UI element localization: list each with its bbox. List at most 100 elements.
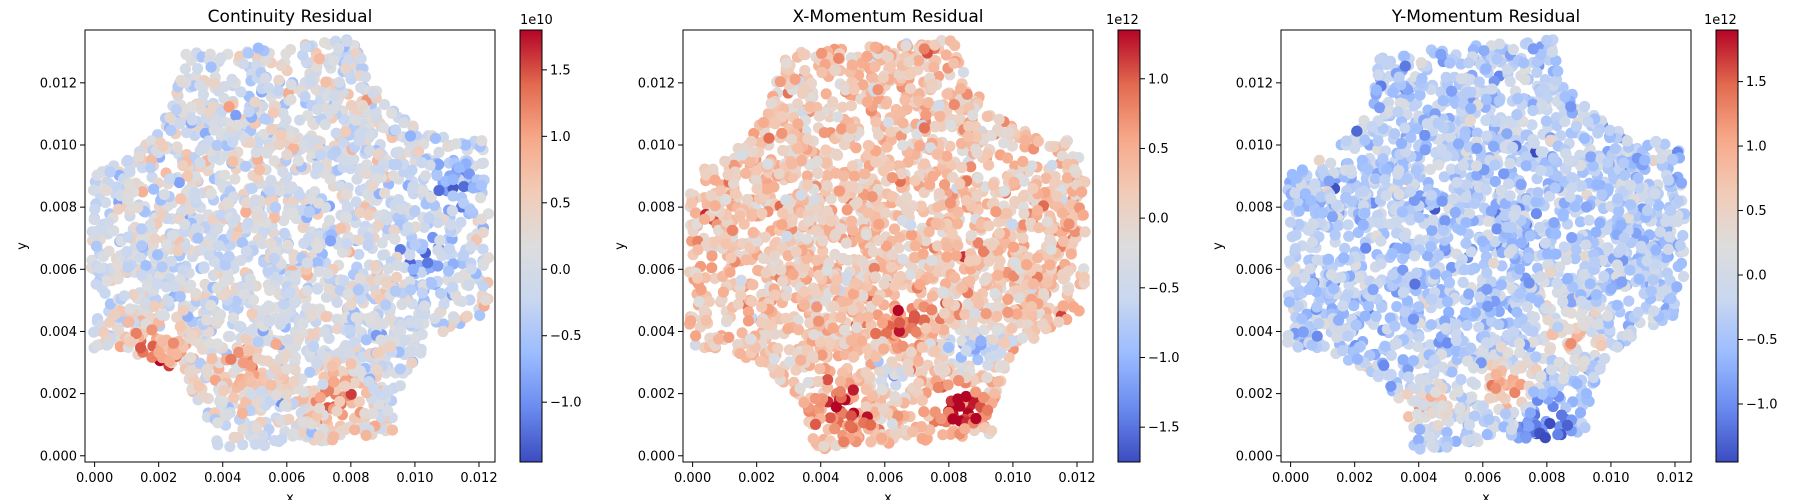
residual-point	[167, 337, 179, 349]
residual-point	[88, 326, 100, 338]
residual-point	[240, 206, 252, 218]
residual-point	[363, 209, 375, 221]
residual-point	[912, 355, 924, 367]
y-tick-label: 0.000	[40, 449, 77, 464]
residual-point	[313, 53, 325, 65]
residual-point	[822, 374, 834, 386]
residual-point	[124, 336, 136, 348]
residual-point	[972, 354, 984, 366]
residual-point	[1017, 155, 1029, 168]
residual-point	[864, 419, 877, 431]
residual-point	[275, 59, 287, 72]
residual-point	[341, 35, 353, 47]
residual-point	[904, 269, 916, 281]
residual-point	[186, 329, 198, 341]
residual-point	[954, 113, 966, 125]
residual-point	[938, 307, 951, 319]
residual-point	[406, 184, 418, 196]
residual-point	[190, 223, 202, 235]
residual-point	[463, 279, 475, 292]
residual-point	[94, 262, 106, 274]
residual-point	[227, 156, 239, 168]
residual-point	[246, 388, 258, 400]
residual-point	[269, 201, 282, 213]
residual-point	[453, 162, 465, 174]
residual-point	[475, 213, 488, 225]
residual-point	[198, 261, 210, 273]
residual-point	[914, 140, 926, 152]
residual-point	[371, 364, 383, 376]
residual-point	[905, 219, 917, 231]
residual-point	[1032, 252, 1044, 264]
residual-point	[282, 239, 294, 251]
residual-point	[827, 96, 839, 108]
residual-point	[886, 191, 898, 203]
residual-point	[942, 379, 954, 391]
residual-point	[323, 283, 335, 295]
residual-point	[1002, 306, 1014, 318]
residual-point	[773, 367, 785, 379]
residual-point	[891, 428, 903, 440]
residual-point	[237, 57, 249, 70]
residual-point	[829, 64, 842, 76]
residual-point	[174, 118, 186, 130]
residual-point	[861, 96, 874, 108]
residual-point	[945, 119, 957, 131]
residual-point	[935, 413, 947, 425]
residual-point	[821, 382, 834, 394]
residual-point	[285, 94, 297, 106]
residual-point	[252, 173, 264, 185]
residual-point	[784, 356, 796, 368]
residual-point	[893, 68, 906, 80]
residual-point	[405, 345, 417, 357]
residual-point	[393, 325, 405, 337]
residual-point	[249, 96, 261, 108]
residual-point	[317, 378, 329, 390]
residual-point	[224, 441, 236, 453]
residual-point	[367, 87, 379, 99]
residual-point	[367, 408, 379, 420]
residual-point	[297, 222, 309, 234]
residual-point	[99, 197, 112, 209]
residual-point	[205, 61, 217, 73]
residual-point	[237, 439, 249, 451]
residual-point	[989, 288, 1001, 300]
residual-point	[126, 201, 138, 213]
residual-point	[839, 348, 851, 360]
residual-point	[112, 324, 125, 336]
residual-point	[286, 181, 298, 193]
residual-point	[146, 324, 158, 336]
residual-point	[133, 151, 145, 163]
residual-point	[948, 99, 960, 111]
residual-point	[262, 265, 274, 277]
residual-point	[136, 162, 149, 174]
residual-point	[362, 188, 374, 200]
residual-point	[1011, 308, 1023, 320]
residual-point	[156, 309, 168, 321]
residual-point	[994, 255, 1006, 267]
residual-point	[926, 82, 938, 94]
residual-point	[1051, 190, 1063, 202]
residual-point	[177, 264, 189, 276]
residual-point	[388, 224, 400, 236]
residual-point	[1057, 300, 1069, 312]
residual-point	[967, 109, 979, 121]
residual-point	[1046, 159, 1058, 171]
chart-title: Y-Momentum Residual	[1391, 7, 1581, 27]
residual-point	[724, 266, 736, 278]
residual-point	[235, 254, 247, 267]
residual-point	[219, 81, 231, 93]
residual-point	[867, 246, 879, 258]
colorbar-tick-label: 1.0	[550, 130, 571, 145]
residual-point	[364, 129, 376, 141]
residual-point	[983, 255, 995, 267]
residual-point	[848, 170, 861, 183]
residual-point	[324, 173, 336, 185]
residual-point	[995, 347, 1007, 359]
residual-point	[720, 238, 732, 250]
residual-point	[360, 334, 372, 346]
residual-point	[1065, 248, 1077, 260]
residual-point	[1019, 134, 1032, 146]
residual-point	[872, 309, 884, 321]
residual-point	[901, 191, 913, 203]
